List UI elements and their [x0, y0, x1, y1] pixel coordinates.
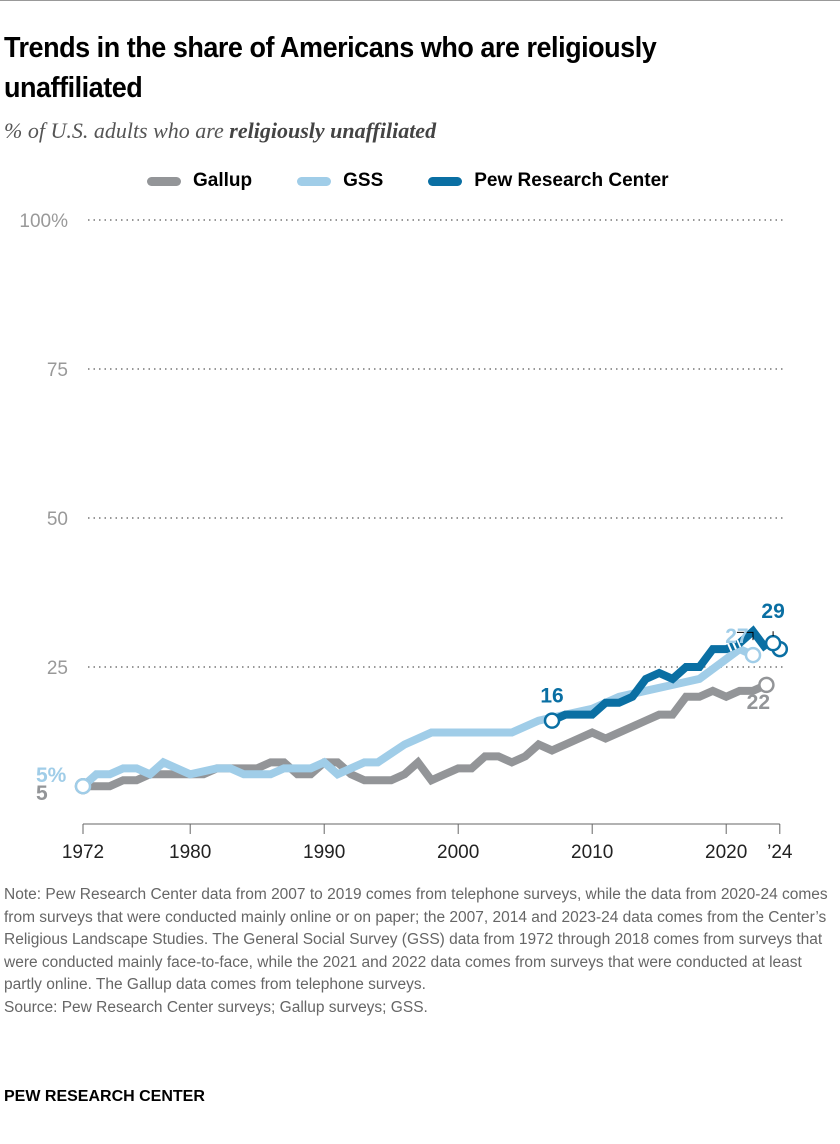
data-label: 22	[747, 691, 770, 714]
mode-change-hatch	[727, 639, 742, 652]
legend-item-pew: Pew Research Center	[428, 170, 669, 192]
x-tick-label: 2020	[705, 842, 747, 863]
legend-item-gallup: Gallup	[147, 170, 252, 192]
gallup-end-marker	[758, 676, 775, 694]
gss-end-marker	[744, 646, 762, 664]
x-tick-label: 1990	[303, 842, 345, 863]
subtitle-bold: religiously unaffiliated	[229, 118, 437, 143]
data-label: 5	[36, 782, 48, 805]
data-label: 29	[761, 600, 784, 623]
legend-swatch	[428, 176, 463, 186]
note-text: Note: Pew Research Center data from 2007…	[4, 886, 828, 993]
top-rule	[0, 0, 840, 1]
brand-logo-text: PEW RESEARCH CENTER	[4, 1088, 205, 1105]
data-label: 5%	[36, 764, 67, 787]
legend-swatch	[147, 176, 181, 186]
pew-rls-marker	[764, 634, 782, 652]
chart-subtitle: % of U.S. adults who are religiously una…	[4, 118, 436, 144]
x-tick-label: 2010	[571, 842, 613, 863]
data-label: 16	[540, 685, 563, 708]
y-tick-label: 100%	[19, 211, 68, 232]
legend-label: GSS	[343, 170, 384, 191]
x-tick-label: 1972	[62, 842, 104, 863]
legend-item-gss: GSS	[297, 170, 383, 192]
x-tick-label: 2000	[437, 842, 479, 863]
legend-swatch	[297, 176, 332, 186]
x-tick-label: ’24	[767, 842, 793, 863]
source-text: Source: Pew Research Center surveys; Gal…	[4, 998, 428, 1016]
y-tick-label: 25	[47, 658, 68, 679]
data-label: 27	[725, 625, 748, 648]
legend-label: Pew Research Center	[474, 170, 669, 191]
y-tick-label: 75	[47, 360, 68, 381]
chart-note: Note: Pew Research Center data from 2007…	[4, 884, 834, 1019]
pew-start-marker	[543, 712, 561, 729]
x-tick-label: 1980	[169, 842, 211, 863]
gss-start-marker	[74, 777, 92, 795]
chart-title: Trends in the share of Americans who are…	[4, 32, 657, 104]
annotation-bracket	[736, 631, 754, 641]
line-chart: 100% 75 50 25 1972 1980 1990 2000 2010 2020 ’24 5%5…	[19, 211, 793, 863]
legend: Gallup GSS Pew Research Center	[147, 170, 714, 192]
y-tick-label: 50	[47, 509, 68, 530]
legend-label: Gallup	[193, 170, 253, 191]
subtitle-text: % of U.S. adults who are	[4, 118, 230, 143]
